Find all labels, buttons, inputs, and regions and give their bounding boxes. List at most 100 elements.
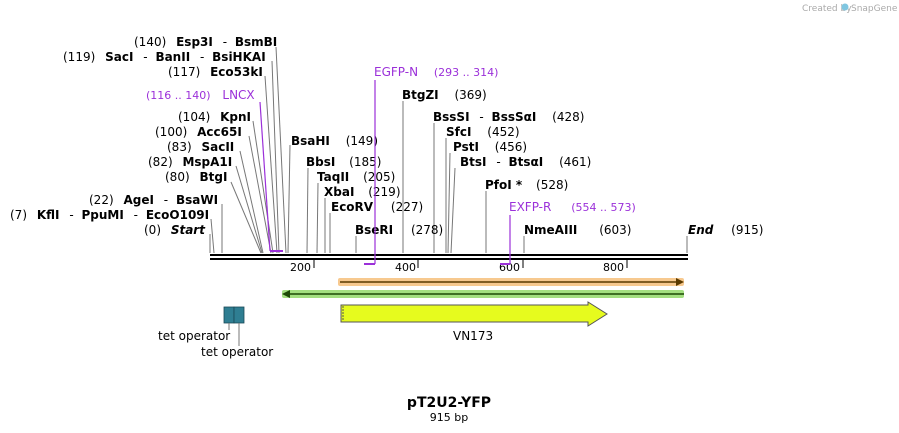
primer-lncx[interactable]: (116 .. 140) LNCX <box>146 88 283 252</box>
site-name: SacI <box>105 50 133 64</box>
site-mspa1i[interactable]: (82) MspA1I <box>148 155 232 169</box>
site-position: (428) <box>552 110 584 124</box>
site-separator: - <box>143 50 147 64</box>
site-btgi[interactable]: (80) BtgI <box>165 170 227 184</box>
site-nmeaiii[interactable]: NmeAIII (603) <box>524 223 631 237</box>
site-position: (100) <box>155 125 187 139</box>
site-end[interactable]: End (915) <box>688 223 763 237</box>
site-name: Eco53kI <box>210 65 263 79</box>
site-name: BsaHI <box>291 134 330 148</box>
tet-operator-label-1: tet operator <box>158 329 230 343</box>
snapgene-icon <box>841 3 849 11</box>
site-position: (80) <box>165 170 190 184</box>
site-taqii[interactable]: TaqII (205) <box>317 170 395 184</box>
site-name: Acc65I <box>197 125 242 139</box>
site-name: SfcI <box>446 125 471 139</box>
site-name: PfoI * <box>485 178 523 192</box>
vn173-label: VN173 <box>453 329 493 343</box>
tet-operator-features[interactable]: tet operator tet operator <box>158 306 273 359</box>
primer-lncx-line <box>259 101 271 252</box>
site-bsssi-bsssai[interactable]: BssSI - BssSαI (428) <box>433 110 584 124</box>
site-saci-banii-bsihkai[interactable]: (119) SacI - BanII - BsiHKAI <box>63 50 266 64</box>
plasmid-title: pT2U2-YFP <box>407 395 491 411</box>
primer-range: (293 .. 314) <box>434 66 499 79</box>
leader-btgi <box>230 181 262 254</box>
site-name: PstI <box>453 140 479 154</box>
primer-label: EGFP-N (293 .. 314) <box>374 65 498 79</box>
site-position: (140) <box>134 35 166 49</box>
site-position: (369) <box>454 88 486 102</box>
site-separator: - <box>134 208 138 222</box>
site-name: BtgI <box>199 170 227 184</box>
site-name: BssSαI <box>492 110 537 124</box>
site-sfci[interactable]: SfcI (452) <box>446 125 520 139</box>
site-agei-bsawi[interactable]: (22) AgeI - BsaWI <box>89 193 218 207</box>
site-bsahi[interactable]: BsaHI (149) <box>291 134 378 148</box>
site-name: NmeAIII <box>524 223 577 237</box>
site-kpni[interactable]: (104) KpnI <box>178 110 251 124</box>
site-position: (456) <box>495 140 527 154</box>
site-position: (461) <box>559 155 591 169</box>
site-name: End <box>688 223 714 237</box>
site-acc65i[interactable]: (100) Acc65I <box>155 125 242 139</box>
leader-sacii <box>239 150 264 254</box>
site-position: (104) <box>178 110 210 124</box>
primer-egfp-n[interactable]: EGFP-N (293 .. 314) <box>364 65 498 265</box>
vn173-feature[interactable]: VN173 <box>340 301 608 343</box>
site-psti[interactable]: PstI (456) <box>453 140 527 154</box>
site-position: (82) <box>148 155 173 169</box>
site-separator: - <box>69 208 73 222</box>
arrowhead-left-icon <box>282 290 290 298</box>
primer-name: EXFP-R <box>509 200 551 214</box>
leader-mspa1i <box>235 165 263 254</box>
site-position: (22) <box>89 193 114 207</box>
site-name: EcoRV <box>331 200 374 214</box>
tick-label-400: 400 <box>395 261 416 274</box>
site-position: (603) <box>599 223 631 237</box>
site-position: (0) <box>144 223 161 237</box>
site-eco53ki[interactable]: (117) Eco53kI <box>168 65 263 79</box>
primer-range: (116 .. 140) <box>146 89 211 102</box>
site-name: BssSI <box>433 110 470 124</box>
site-bbsi[interactable]: BbsI (185) <box>306 155 381 169</box>
site-btsi-btsai[interactable]: BtsI - BtsαI (461) <box>460 155 591 169</box>
plasmid-length: 915 bp <box>430 411 468 424</box>
site-position: (219) <box>368 185 400 199</box>
leader-eco53ki <box>264 75 278 254</box>
site-position: (149) <box>346 134 378 148</box>
primers: EGFP-N (293 .. 314) (116 .. 140) LNCX EX… <box>146 65 636 265</box>
site-sacii[interactable]: (83) SacII <box>167 140 234 154</box>
leader-bbsi <box>306 167 309 254</box>
primer-exfp-r[interactable]: EXFP-R (554 .. 573) <box>500 200 636 265</box>
site-separator: - <box>496 155 500 169</box>
site-xbai[interactable]: XbaI (219) <box>324 185 401 199</box>
site-name: MspA1I <box>182 155 232 169</box>
site-position: (185) <box>349 155 381 169</box>
site-name: BsaWI <box>176 193 218 207</box>
green-feature-arrow[interactable] <box>282 290 684 298</box>
site-bseri[interactable]: BseRI (278) <box>355 223 443 237</box>
site-name: PpuMI <box>82 208 124 222</box>
site-separator: - <box>200 50 204 64</box>
site-btgzi[interactable]: BtgZI (369) <box>402 88 487 102</box>
site-pfoi[interactable]: PfoI * (528) <box>485 178 568 192</box>
leader-kfli <box>210 218 215 254</box>
site-position: (452) <box>487 125 519 139</box>
site-ecorv[interactable]: EcoRV (227) <box>331 200 423 214</box>
site-esp3i[interactable]: (140) Esp3I - BsmBI <box>134 35 277 49</box>
primer-name: EGFP-N <box>374 65 418 79</box>
site-name: BbsI <box>306 155 335 169</box>
backbone-top-strand <box>210 254 688 256</box>
credit-text: Created by <box>802 4 852 14</box>
leader-saci <box>271 60 280 254</box>
site-kfli-ppumi-ecoo109i[interactable]: (7) KflI - PpuMI - EcoO109I <box>10 208 209 222</box>
site-name: AgeI <box>123 193 153 207</box>
site-name: BtsαI <box>509 155 544 169</box>
site-position: (83) <box>167 140 192 154</box>
orange-feature-arrow[interactable] <box>338 278 684 286</box>
brand-text: SnapGene <box>851 4 898 14</box>
leader-bsahi <box>287 144 291 254</box>
site-position: (528) <box>536 178 568 192</box>
site-start[interactable]: (0) Start <box>144 223 206 237</box>
